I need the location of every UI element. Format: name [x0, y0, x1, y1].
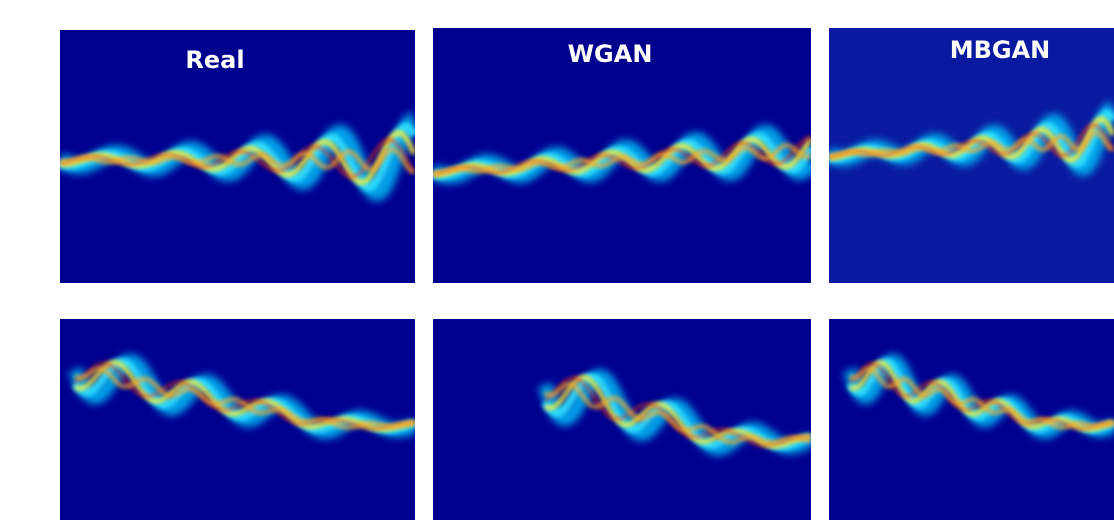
panel-label: WGAN: [568, 40, 653, 68]
panel-label: MBGAN: [950, 36, 1051, 64]
panel-label: Real: [185, 46, 244, 74]
figure: Real WGAN MBGAN: [0, 0, 1114, 520]
page: Real WGAN MBGAN (() => { const data = JS…: [0, 0, 1114, 520]
